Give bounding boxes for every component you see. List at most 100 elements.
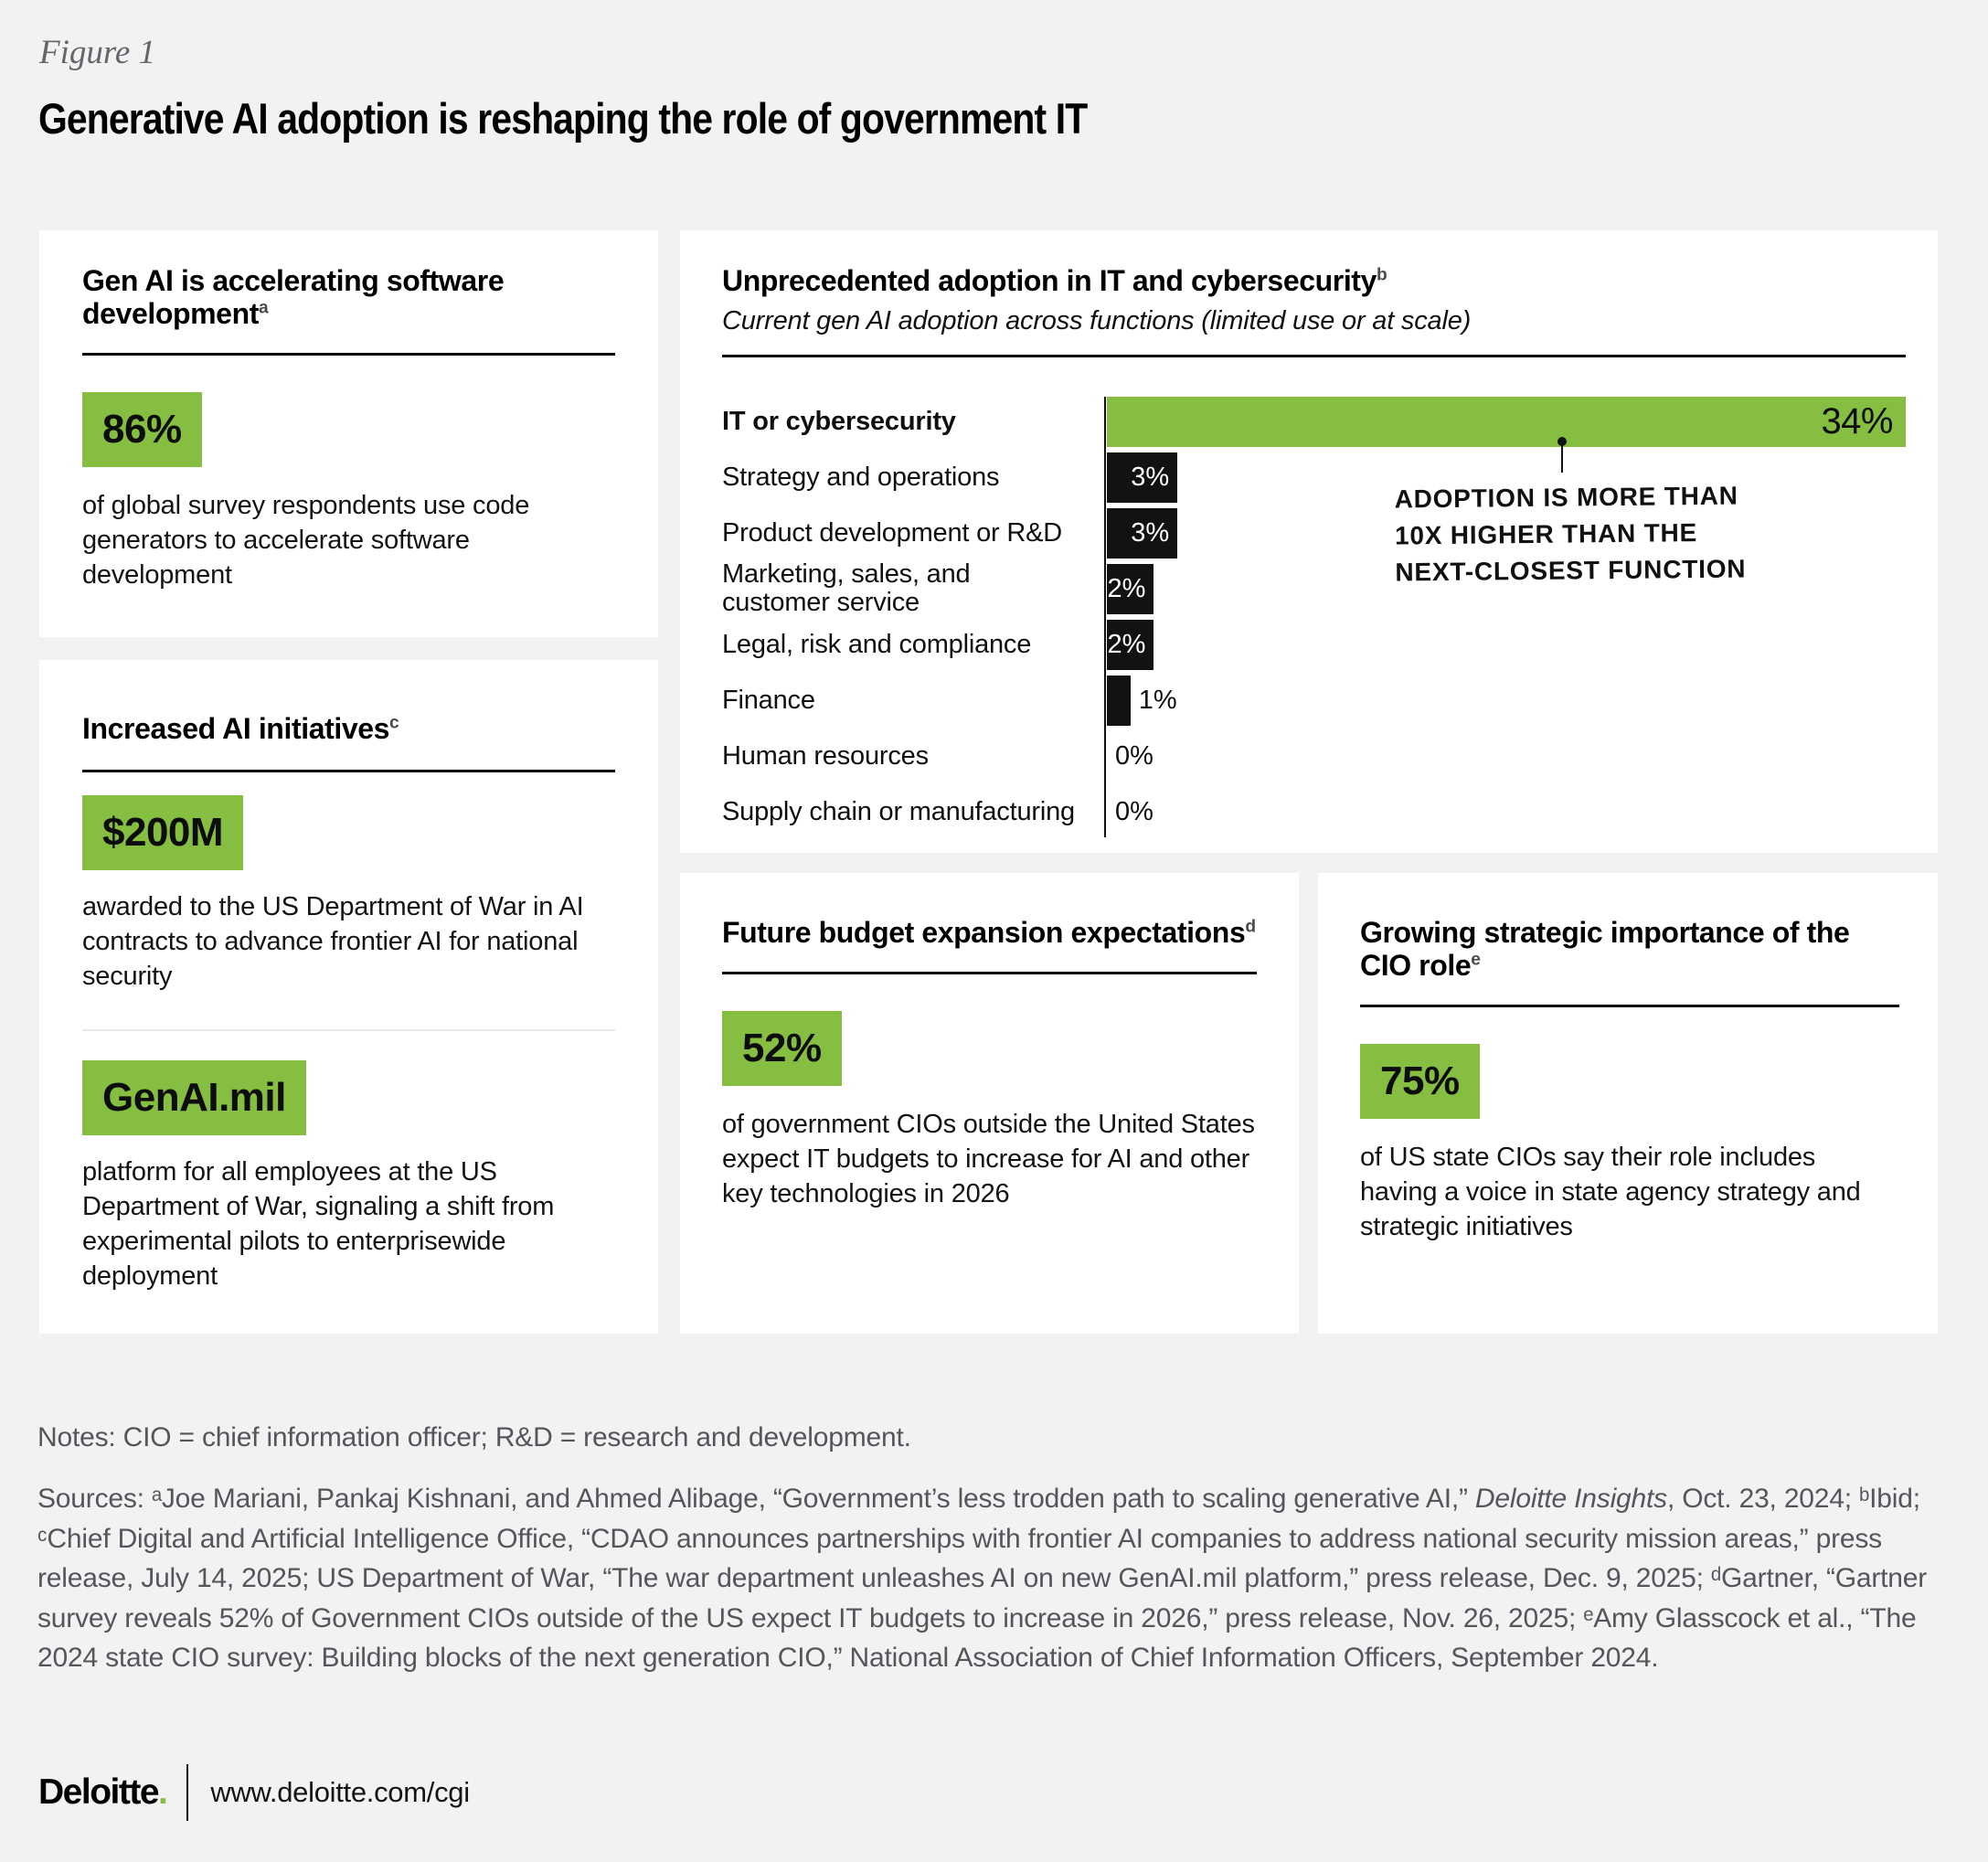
stat-value: 86% — [102, 406, 182, 452]
panel-title: Gen AI is accelerating software developm… — [82, 264, 615, 331]
chart-row: Marketing, sales, and customer service 2… — [722, 559, 1906, 617]
chart-bar-area: 3% 3% — [1104, 507, 1906, 559]
chart-category-label: Human resources — [722, 740, 929, 771]
chart-category-label: Product development or R&D — [722, 517, 1062, 548]
deloitte-logo-text: Deloitte — [38, 1772, 160, 1812]
footer: Deloitte. www.deloitte.com/cgi — [38, 1764, 470, 1821]
thin-divider — [82, 1028, 615, 1031]
chart-bar-area: 0% 0% — [1104, 731, 1906, 782]
footnote-marker: c — [389, 713, 399, 733]
panel-title-text: Increased AI initiatives — [82, 712, 390, 745]
bar-chart: IT or cybersecurity 34% 34% Strategy and… — [722, 396, 1906, 837]
panel-title: Increased AI initiativesc — [82, 712, 615, 746]
chart-bar: 2% — [1107, 619, 1154, 670]
chart-row: Legal, risk and compliance 2% 2% — [722, 619, 1906, 670]
stat-highlight-box: 75% — [1360, 1043, 1480, 1119]
footer-divider — [186, 1764, 189, 1821]
footnote-marker: d — [1245, 917, 1256, 937]
chart-bar-area: 1% 1% — [1104, 675, 1906, 726]
deloitte-logo-dot: . — [158, 1772, 168, 1812]
chart-annotation-line: NEXT-CLOSEST FUNCTION — [1395, 554, 1747, 587]
chart-value-label: 0% — [1115, 796, 1153, 826]
chart-value-label: 3% — [1131, 462, 1170, 492]
panel-ai-initiatives: Increased AI initiativesc $200M awarded … — [39, 660, 658, 1334]
chart-annotation: ADOPTION IS MORE THAN 10X HIGHER THAN TH… — [1394, 476, 1834, 591]
stat-value: GenAI.mil — [102, 1074, 286, 1120]
stat-highlight-box: 86% — [82, 391, 202, 467]
panel-title-text: Growing strategic importance of the CIO … — [1360, 916, 1850, 982]
chart-title: Unprecedented adoption in IT and cyberse… — [722, 264, 1906, 298]
chart-bar: 3% — [1107, 452, 1178, 503]
stat-description: platform for all employees at the US Dep… — [82, 1156, 555, 1292]
chart-bar-area: 0% 0% — [1104, 787, 1906, 837]
panel-adoption-chart: Unprecedented adoption in IT and cyberse… — [680, 230, 1938, 853]
stat-value: $200M — [102, 809, 224, 855]
chart-row: Strategy and operations 3% 3% — [722, 452, 1906, 503]
chart-row: Product development or R&D 3% 3% — [722, 507, 1906, 559]
chart-annotation-line: 10X HIGHER THAN THE — [1394, 518, 1698, 550]
chart-subtitle: Current gen AI adoption across functions… — [722, 305, 1472, 335]
chart-row: IT or cybersecurity 34% 34% — [722, 396, 1906, 447]
stat-highlight-box: GenAI.mil — [82, 1059, 306, 1135]
stat-description: of US state CIOs say their role includes… — [1360, 1142, 1861, 1242]
annotation-pin-line — [1561, 443, 1563, 473]
panel-title: Growing strategic importance of the CIO … — [1360, 916, 1899, 983]
chart-bar: 2% — [1107, 563, 1154, 614]
stat-value: 75% — [1380, 1058, 1460, 1103]
chart-bar: 34% — [1107, 396, 1906, 447]
divider-rule — [722, 971, 1257, 974]
chart-value-label: 3% — [1131, 517, 1170, 548]
stat-highlight-box: 52% — [722, 1010, 842, 1086]
chart-value-label: 2% — [1107, 629, 1146, 659]
chart-category-label: Legal, risk and compliance — [722, 629, 1032, 659]
panel-title-text: Future budget expansion expectations — [722, 916, 1246, 949]
divider-rule — [722, 354, 1906, 357]
panel-title-text: Gen AI is accelerating software developm… — [82, 264, 505, 330]
chart-value-label: 2% — [1107, 573, 1146, 603]
stat-highlight-box: $200M — [82, 794, 244, 870]
sources-publication-name: Deloitte Insights — [1474, 1484, 1667, 1514]
panel-title: Future budget expansion expectationsd — [722, 916, 1257, 950]
panel-cio-role: Growing strategic importance of the CIO … — [1318, 873, 1938, 1334]
chart-bar-area: 3% 3% — [1104, 452, 1906, 503]
chart-category-label: Strategy and operations — [722, 462, 1000, 492]
footnote-marker: e — [1471, 950, 1481, 970]
divider-rule — [1360, 1004, 1899, 1007]
figure-label: Figure 1 — [39, 34, 156, 71]
stat-description: of government CIOs outside the United St… — [722, 1109, 1255, 1209]
chart-category-label: Marketing, sales, and customer service — [722, 559, 971, 618]
chart-row: Finance 1% 1% — [722, 675, 1906, 726]
sources-text: Sources: ᵃJoe Mariani, Pankaj Kishnani, … — [37, 1479, 1961, 1678]
chart-annotation-line: ADOPTION IS MORE THAN — [1394, 481, 1738, 514]
notes-text: Notes: CIO = chief information officer; … — [37, 1422, 911, 1452]
chart-value-label: 1% — [1138, 685, 1177, 715]
chart-title-text: Unprecedented adoption in IT and cyberse… — [722, 264, 1377, 297]
chart-bar-area: 2% 2% — [1104, 619, 1906, 670]
chart-bar-area: 2% 2% — [1104, 563, 1906, 614]
chart-bar-area: 34% 34% — [1104, 396, 1906, 447]
chart-bar: 1% — [1107, 675, 1131, 726]
chart-category-label: IT or cybersecurity — [722, 406, 956, 436]
footnote-marker: a — [258, 298, 269, 318]
divider-rule — [82, 352, 615, 356]
chart-category-label: Finance — [722, 685, 815, 715]
chart-row: Supply chain or manufacturing 0% 0% — [722, 787, 1906, 837]
stat-description: awarded to the US Department of War in A… — [82, 891, 584, 992]
stat-description: of global survey respondents use code ge… — [82, 490, 530, 591]
chart-row: Human resources 0% 0% — [722, 731, 1906, 782]
sources-part2: , Oct. 23, 2024; ᵇIbid; ᶜChief Digital a… — [37, 1484, 1928, 1673]
page-title: Generative AI adoption is reshaping the … — [38, 94, 1088, 143]
stat-value: 52% — [742, 1025, 822, 1070]
panel-software-development: Gen AI is accelerating software developm… — [39, 230, 658, 637]
chart-value-label: 34% — [1821, 400, 1893, 442]
divider-rule — [82, 769, 615, 772]
footer-url-link[interactable]: www.deloitte.com/cgi — [210, 1776, 470, 1808]
panel-budget-expectations: Future budget expansion expectationsd 52… — [680, 873, 1299, 1334]
annotation-pin-dot — [1557, 437, 1567, 446]
chart-category-label: Supply chain or manufacturing — [722, 796, 1075, 826]
chart-bar: 3% — [1107, 507, 1178, 559]
footnote-marker: b — [1376, 265, 1387, 285]
sources-part1: Sources: ᵃJoe Mariani, Pankaj Kishnani, … — [37, 1484, 1475, 1514]
deloitte-logo: Deloitte. — [38, 1772, 168, 1813]
